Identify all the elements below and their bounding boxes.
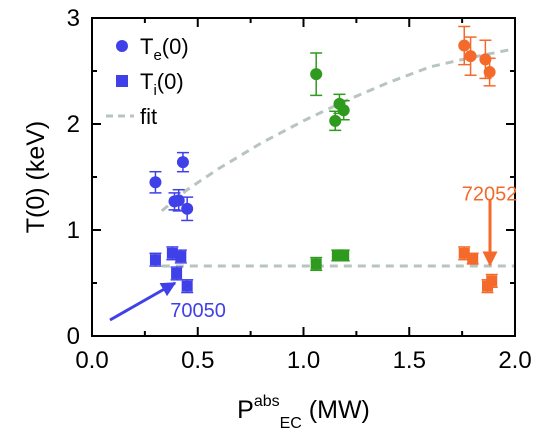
annotation-label-72052: 72052 (462, 183, 518, 205)
annotation-arrow-70050 (109, 281, 177, 322)
annotation-label-70050: 70050 (170, 300, 226, 322)
data-point-circle (329, 114, 342, 127)
x-tick-label: 1.0 (287, 347, 320, 374)
data-point-circle (176, 156, 189, 169)
legend: Te(0) Ti(0) fit (106, 34, 189, 129)
y-tick-label: 3 (67, 5, 80, 32)
data-point-circle (172, 194, 185, 207)
axis-ticks (91, 17, 516, 337)
data-point-circle (458, 39, 471, 52)
x-axis-title-sub: EC (280, 415, 302, 432)
data-point-square (149, 254, 161, 266)
tick-labels: 0.0 0.5 1.0 1.5 2.0 0 1 2 3 (67, 5, 532, 374)
legend-label-ti: Ti(0) (140, 69, 184, 99)
data-point-square (486, 275, 498, 287)
data-point-circle (181, 202, 194, 215)
data-point-square (171, 267, 183, 279)
fit-lines (160, 47, 516, 268)
x-axis-title: PabsEC (MW) (237, 393, 370, 432)
data-point-square (458, 247, 470, 259)
data-point-circle (479, 53, 492, 66)
x-tick-label: 0.5 (181, 347, 214, 374)
y-axis-title: T(0) (keV) (22, 121, 50, 234)
x-axis-title-unit: (MW) (302, 396, 370, 424)
legend-label-fit: fit (140, 104, 157, 129)
x-tick-label: 0.0 (75, 347, 108, 374)
data-point-square (181, 280, 193, 292)
x-tick-label: 2.0 (498, 347, 531, 374)
data-point-square (467, 253, 479, 265)
y-tick-label: 2 (67, 111, 80, 138)
x-axis-title-main: P (237, 396, 254, 424)
data-point-square (175, 251, 187, 262)
data-point-circle (483, 66, 496, 79)
legend-marker-ti (116, 75, 128, 87)
data-points (149, 39, 498, 292)
data-point-circle (464, 50, 477, 63)
fit-line (160, 47, 516, 213)
data-point-circle (149, 176, 162, 189)
y-tick-label: 0 (67, 323, 80, 350)
data-point-square (310, 258, 322, 270)
data-point-circle (310, 68, 323, 81)
data-point-square (338, 249, 350, 261)
x-tick-label: 1.5 (393, 347, 426, 374)
y-tick-label: 1 (67, 217, 80, 244)
x-axis-title-sup: abs (254, 393, 280, 410)
data-point-square (331, 249, 343, 261)
legend-marker-te (116, 40, 128, 52)
data-point-square (166, 247, 178, 259)
error-bars (149, 25, 498, 294)
legend-label-te: Te(0) (140, 34, 189, 64)
data-point-circle (337, 104, 350, 117)
